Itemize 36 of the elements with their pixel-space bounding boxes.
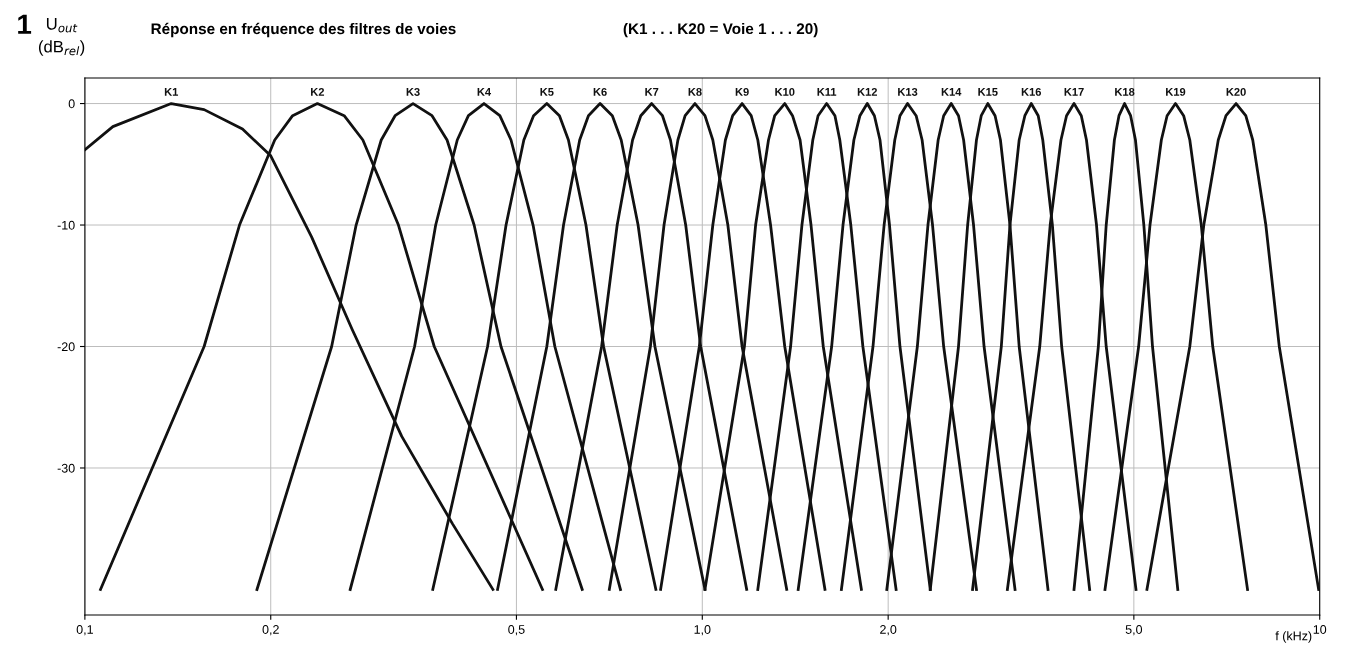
series-label: K13 [898,88,918,96]
x-tick-label: 10 [1313,625,1327,634]
x-tick-label: 5,0 [1125,625,1143,636]
series-label: K15 [978,88,998,96]
series-label: K4 [477,88,492,96]
x-tick-label: 1,0 [694,625,711,636]
y-tick-label: -30 [57,463,75,473]
text: 1 [18,14,32,34]
series-label: K17 [1064,88,1084,96]
x-tick-label: 0,5 [508,625,525,636]
x-axis-title: f (kHz) [1275,631,1312,643]
y-tick-label: -20 [57,342,75,352]
series-label: K11 [817,88,837,96]
chart-subtitle: (K1 . . . K20 = Voie 1 . . . 20) [623,22,818,38]
series-label: K14 [941,88,962,96]
y-tick-label: 0 [68,99,75,109]
series-label: K10 [775,88,795,96]
series-label: K18 [1115,88,1135,96]
series-label: K8 [688,88,702,96]
series-label: K6 [593,88,607,96]
y-tick-label: -10 [57,220,75,230]
y-axis-title: U$_{out}$ (dB$_{rel}$) [38,18,85,56]
series-label: K3 [406,88,420,96]
series-label: K2 [311,88,325,96]
series-label: K20 [1226,88,1246,96]
series-label: K5 [540,88,554,96]
chart-title: Réponse en fréquence des filtres de voies [151,22,456,38]
series-label: K7 [645,88,659,96]
series-label: K9 [735,88,749,96]
series-label: K1 [164,88,179,96]
series-label: K16 [1021,88,1042,96]
series-label: K12 [857,88,877,96]
series-label: K19 [1166,88,1186,96]
x-tick-label: 0,1 [76,625,93,636]
x-tick-label: 0,2 [262,625,279,636]
x-tick-label: 2,0 [880,625,897,636]
